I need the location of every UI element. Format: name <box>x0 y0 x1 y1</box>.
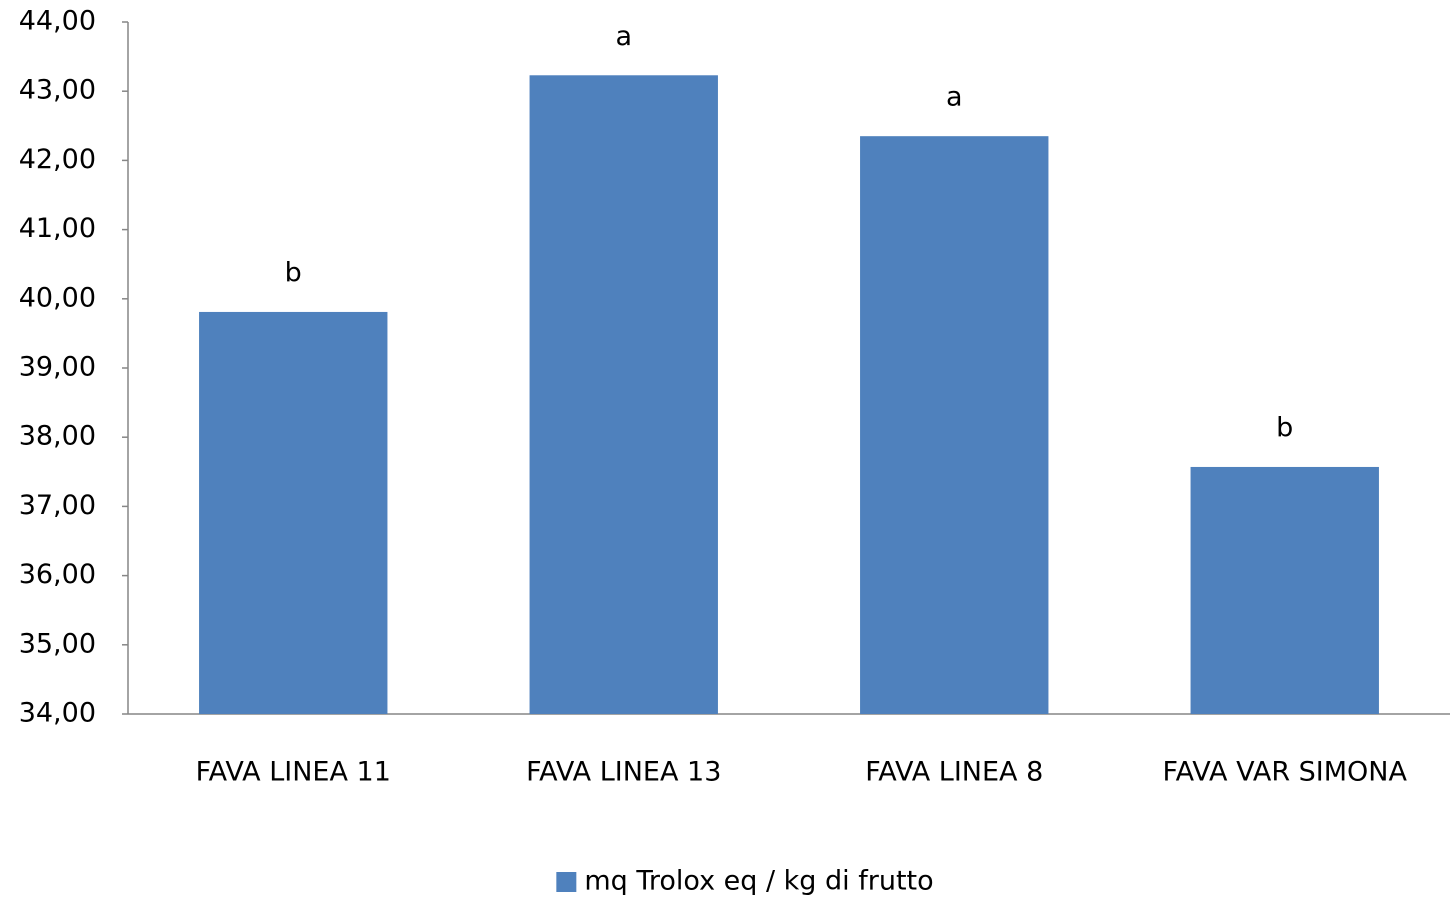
y-tick-label: 39,00 <box>19 352 96 383</box>
bar <box>860 136 1049 714</box>
legend-label: mq Trolox eq / kg di frutto <box>584 866 933 897</box>
y-tick-label: 37,00 <box>19 490 96 521</box>
x-tick-label: FAVA VAR SIMONA <box>1163 757 1408 788</box>
y-tick-label: 43,00 <box>19 75 96 106</box>
bar <box>529 75 718 714</box>
y-tick-label: 35,00 <box>19 628 96 659</box>
x-tick-label: FAVA LINEA 13 <box>526 757 721 788</box>
annotation: a <box>946 82 963 113</box>
annotation: b <box>285 257 302 288</box>
y-tick-label: 36,00 <box>19 559 96 590</box>
y-tick-label: 41,00 <box>19 213 96 244</box>
annotation: b <box>1276 412 1293 443</box>
x-tick-label: FAVA LINEA 11 <box>196 757 391 788</box>
y-tick-label: 38,00 <box>19 421 96 452</box>
y-tick-label: 44,00 <box>19 6 96 37</box>
annotation: a <box>615 21 632 52</box>
y-tick-label: 40,00 <box>19 282 96 313</box>
bar <box>199 311 388 714</box>
bar <box>1190 466 1379 714</box>
legend-swatch <box>556 872 577 892</box>
y-tick-label: 34,00 <box>19 698 96 729</box>
y-tick-label: 42,00 <box>19 144 96 175</box>
x-tick-label: FAVA LINEA 8 <box>865 757 1043 788</box>
